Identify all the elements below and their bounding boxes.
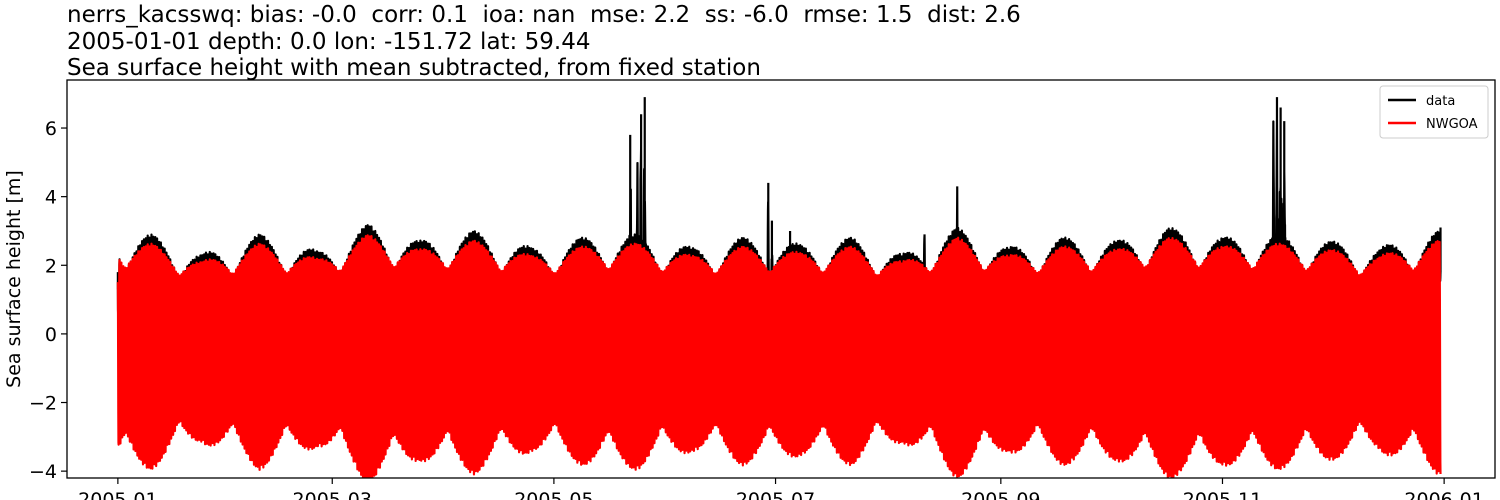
x-tick-label-5: 2005-11 [1183,489,1262,500]
y-tick-label-1: −2 [29,393,57,415]
series-line-nwgoa [116,234,1442,478]
x-tick-label-6: 2006-01 [1404,489,1483,500]
y-tick-label-2: 0 [45,324,57,346]
y-tick-label-0: −4 [29,461,57,483]
chart-title-line-1: nerrs_kacsswq: bias: -0.0 corr: 0.1 ioa:… [67,2,1021,28]
x-tick-label-0: 2005-01 [78,489,157,500]
y-tick-label-3: 2 [45,255,57,277]
x-tick-label-4: 2005-09 [961,489,1040,500]
y-tick-label-5: 6 [45,118,57,140]
y-tick-label-4: 4 [45,187,57,209]
axes-frame [66,79,1496,479]
axes: 2005-01 2005-03 2005-05 2005-07 2005-09 2005-… [3,79,1496,500]
y-axis-label: Sea surface height [m] [3,170,25,388]
x-tick-label-3: 2005-07 [736,489,815,500]
chart-title-line-3: Sea surface height with mean subtracted,… [67,55,761,81]
legend-label-data: data [1426,94,1455,109]
plot-area [116,97,1442,478]
chart-title-line-2: 2005-01-01 depth: 0.0 lon: -151.72 lat: … [67,29,591,55]
x-tick-label-1: 2005-03 [293,489,372,500]
legend: data NWGOA [1379,85,1489,139]
legend-label-nwgoa: NWGOA [1426,117,1478,132]
x-tick-label-2: 2005-05 [514,489,593,500]
